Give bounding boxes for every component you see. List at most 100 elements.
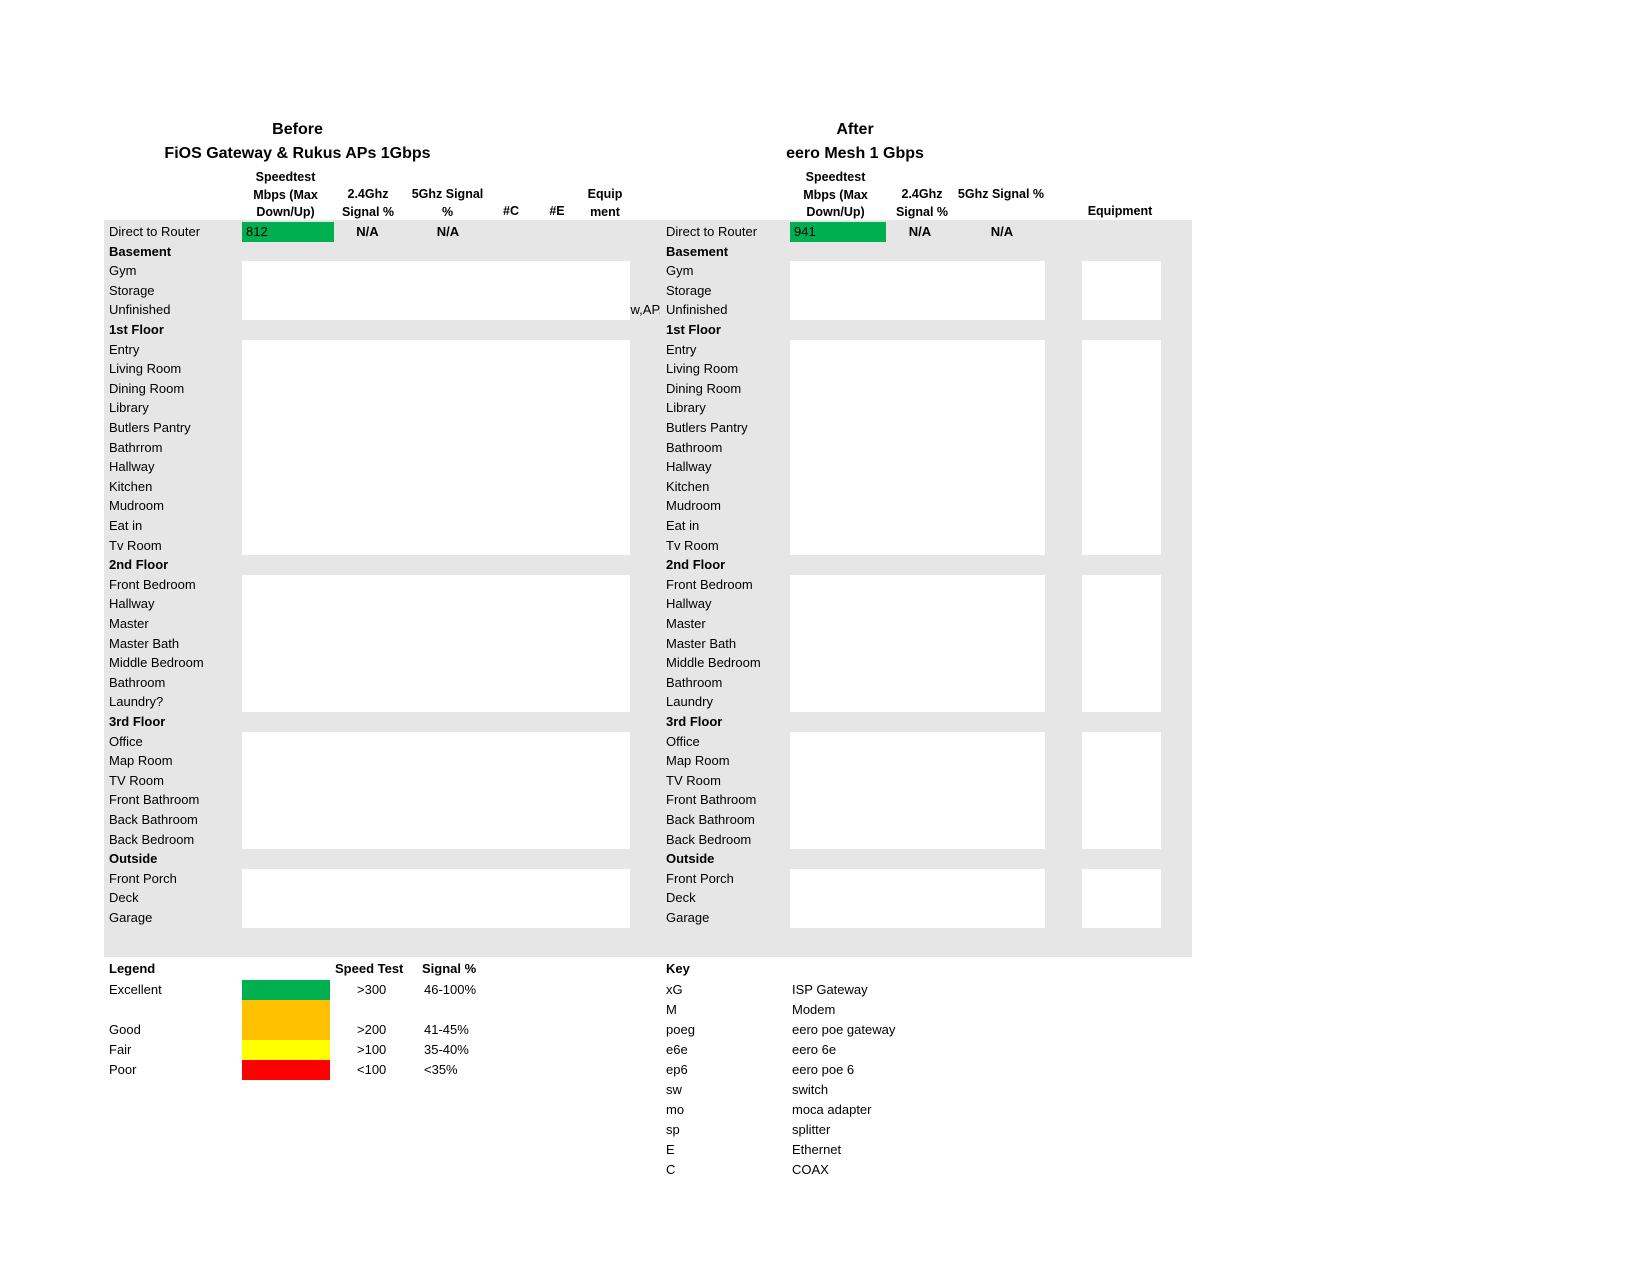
after-header-speed: Speedtest Mbps (Max Down/Up) bbox=[803, 170, 868, 219]
key-code: poeg bbox=[666, 1022, 695, 1037]
room-label: Storage bbox=[109, 282, 155, 298]
legend-label: Good bbox=[109, 1022, 141, 1037]
legend-signal: 41-45% bbox=[424, 1022, 469, 1037]
signal-5-cell: N/A bbox=[436, 224, 460, 239]
room-label: Back Bathroom bbox=[666, 812, 755, 827]
section-background bbox=[790, 574, 1045, 712]
room-label: Eat in bbox=[109, 518, 143, 533]
key-item: sp splitter bbox=[0, 1120, 1000, 1140]
before-header-equipment: Equip ment bbox=[587, 187, 623, 219]
room-label: Bathroom bbox=[666, 439, 723, 455]
room-label: Entry bbox=[109, 341, 140, 357]
room-label: Front Porch bbox=[109, 870, 177, 886]
key-description: eero poe gateway bbox=[792, 1022, 896, 1037]
room-label: Dining Room bbox=[666, 380, 742, 396]
room-label: Kitchen bbox=[666, 478, 710, 494]
key-code: ep6 bbox=[666, 1062, 688, 1077]
legend-swatch bbox=[242, 1040, 330, 1060]
key-item: E Ethernet bbox=[0, 1140, 1000, 1160]
room-label: Hallway bbox=[109, 459, 155, 475]
after-header-24ghz: 2.4Ghz Signal % bbox=[895, 187, 949, 219]
key-description: Ethernet bbox=[792, 1142, 842, 1157]
room-label: Hallway bbox=[109, 596, 155, 612]
key-item: e6e eero 6e bbox=[0, 1040, 1000, 1060]
legend-title: Legend bbox=[109, 961, 156, 976]
legend-speed: >300 bbox=[357, 982, 387, 997]
section-background bbox=[242, 339, 630, 556]
room-label: Front Bedroom bbox=[666, 576, 753, 592]
room-label: Eat in bbox=[666, 518, 700, 533]
room-label: Front Porch bbox=[666, 870, 734, 886]
section-header-row: Outside bbox=[0, 849, 1650, 869]
key-item: xG ISP Gateway bbox=[0, 980, 1000, 1000]
room-label: Office bbox=[666, 733, 700, 749]
section-background bbox=[790, 339, 1045, 556]
room-label: Direct to Router bbox=[666, 224, 758, 239]
room-label: Middle Bedroom bbox=[666, 655, 761, 671]
key-code: M bbox=[666, 1002, 677, 1017]
key-code: mo bbox=[666, 1102, 685, 1117]
key-item: mo moca adapter bbox=[0, 1100, 1000, 1120]
room-label: Front Bathroom bbox=[109, 792, 200, 808]
table-row: Direct to Router 812 N/A N/A bbox=[0, 222, 1650, 242]
section-label: 1st Floor bbox=[109, 322, 164, 337]
legend-speed: >100 bbox=[357, 1042, 387, 1057]
room-label: Master bbox=[666, 616, 706, 631]
room-label: Living Room bbox=[109, 361, 182, 377]
section-label: 1st Floor bbox=[666, 322, 721, 337]
room-label: Storage bbox=[666, 282, 712, 298]
section-label: Outside bbox=[666, 851, 715, 867]
key-description: switch bbox=[792, 1082, 829, 1097]
key-code: E bbox=[666, 1142, 675, 1157]
section-header-row: 3rd Floor bbox=[0, 712, 1650, 732]
section-background bbox=[1082, 574, 1161, 712]
legend-item: Good >200 41-45% bbox=[0, 1020, 700, 1040]
room-label: Deck bbox=[666, 890, 696, 906]
room-label: Unfinished bbox=[666, 302, 728, 318]
room-label: Tv Room bbox=[109, 537, 162, 553]
room-label: Master Bath bbox=[666, 635, 737, 651]
before-subtitle: FiOS Gateway & Rukus APs 1Gbps bbox=[164, 145, 431, 162]
room-label: Office bbox=[109, 733, 143, 749]
room-label: Tv Room bbox=[666, 537, 719, 553]
section-label: Basement bbox=[666, 243, 729, 259]
room-label: Master Bath bbox=[109, 635, 180, 651]
room-label: Front Bedroom bbox=[109, 576, 196, 592]
room-label: Gym bbox=[666, 263, 694, 279]
after-subtitle: eero Mesh 1 Gbps bbox=[786, 145, 924, 162]
section-background bbox=[242, 574, 630, 712]
section-header-row: Outside bbox=[0, 849, 1650, 869]
legend-item: Excellent >300 46-100% bbox=[0, 980, 700, 1000]
legend-swatch bbox=[242, 980, 330, 1000]
room-label: Laundry? bbox=[109, 694, 164, 710]
room-label: Deck bbox=[109, 890, 139, 906]
section-header-row: 2nd Floor bbox=[0, 555, 1650, 575]
signal-24-cell: N/A bbox=[908, 224, 932, 239]
key-description: splitter bbox=[792, 1122, 831, 1137]
section-background bbox=[1082, 868, 1161, 928]
key-description: Modem bbox=[792, 1002, 836, 1017]
room-label: Kitchen bbox=[109, 478, 153, 494]
room-label: Butlers Pantry bbox=[109, 420, 191, 435]
before-header-5ghz: 5Ghz Signal % bbox=[411, 187, 484, 219]
section-background bbox=[1082, 339, 1161, 556]
room-label: Library bbox=[109, 400, 149, 416]
after-header-equipment: Equipment bbox=[1087, 204, 1153, 218]
room-label: Garage bbox=[666, 910, 710, 925]
after-header-5ghz: 5Ghz Signal % bbox=[957, 187, 1045, 201]
room-label: Gym bbox=[109, 263, 137, 279]
room-label: Butlers Pantry bbox=[666, 420, 748, 435]
key-item: ep6 eero poe 6 bbox=[0, 1060, 1000, 1080]
key-description: eero 6e bbox=[792, 1042, 837, 1057]
room-label: Unfinished bbox=[109, 302, 171, 318]
section-header-row: 2nd Floor bbox=[0, 555, 1650, 575]
room-label: Living Room bbox=[666, 361, 739, 377]
section-header-row: 3rd Floor bbox=[0, 712, 1650, 732]
key-code: C bbox=[666, 1162, 676, 1177]
room-label: Laundry bbox=[666, 694, 713, 710]
key-item: C COAX bbox=[0, 1160, 1000, 1180]
room-label: Direct to Router bbox=[109, 224, 201, 239]
legend-speed-header: Speed Test bbox=[335, 961, 404, 976]
before-header-c: #C bbox=[503, 204, 519, 218]
key-item: poeg eero poe gateway bbox=[0, 1020, 1000, 1040]
